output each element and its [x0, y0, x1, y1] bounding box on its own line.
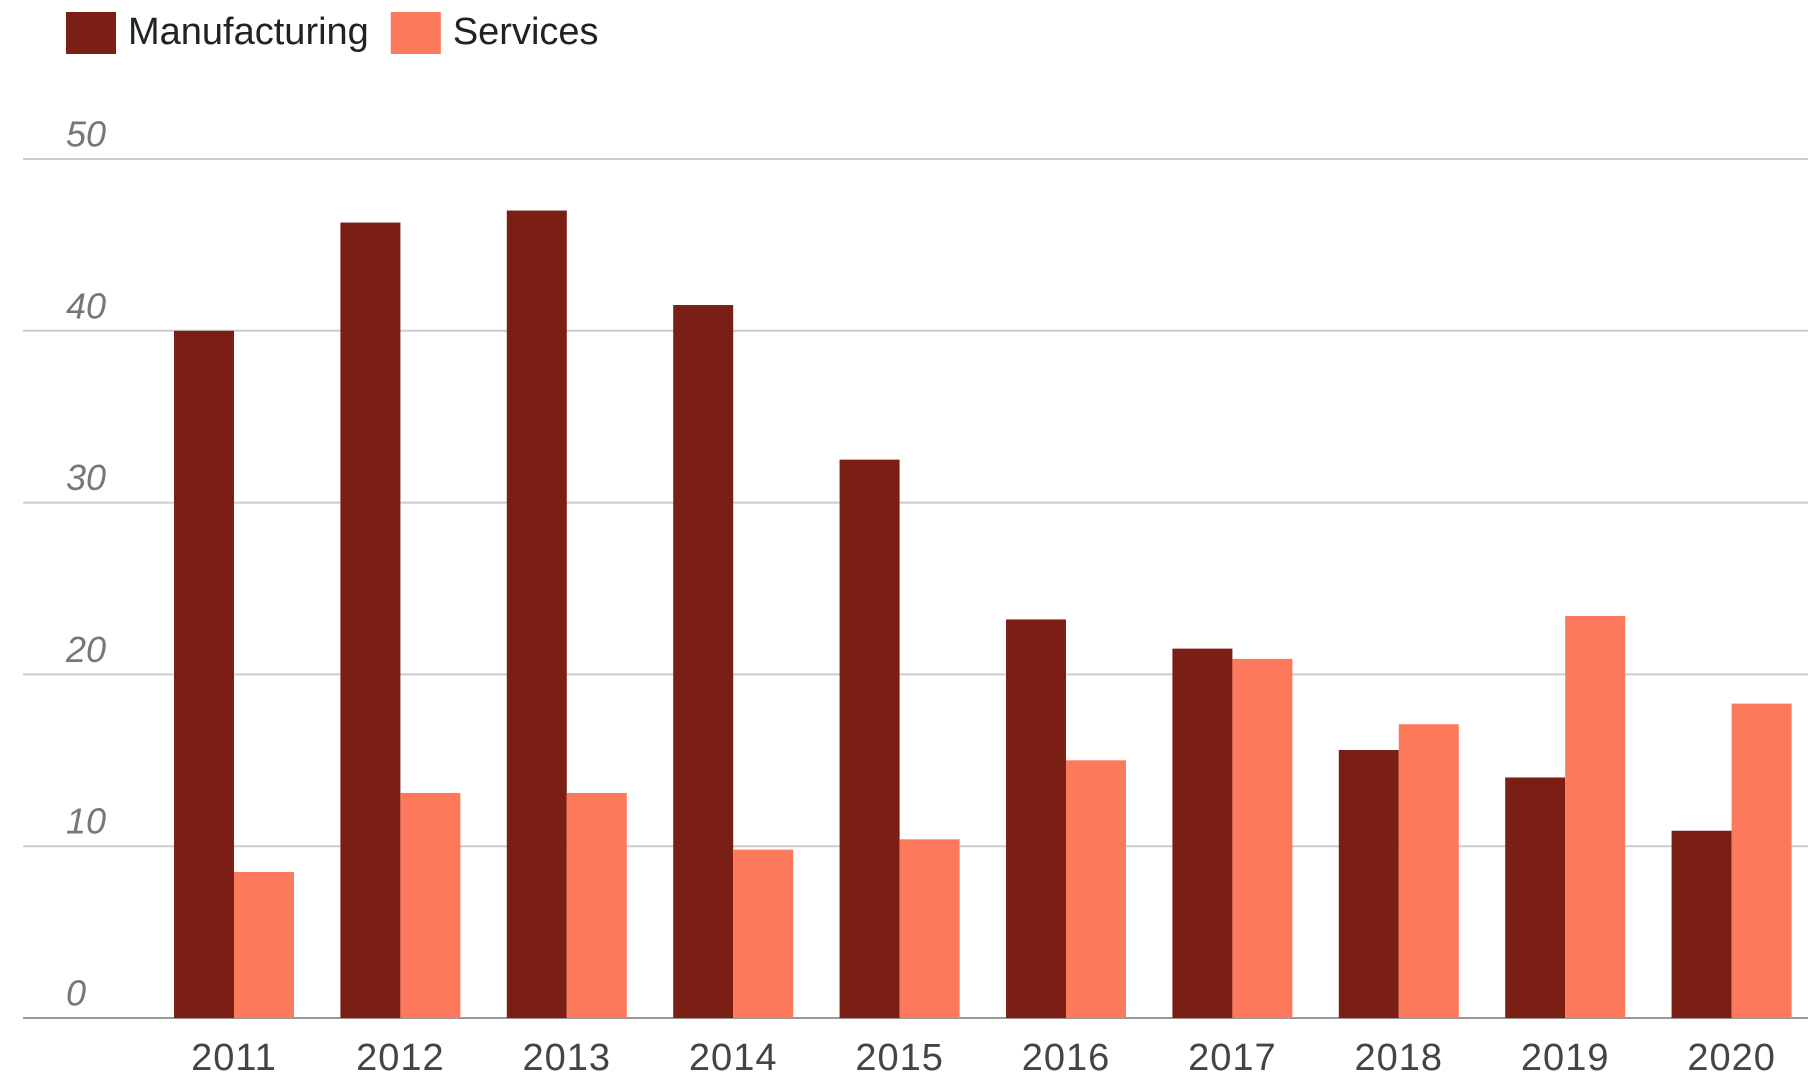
x-tick-label: 2020: [1687, 1037, 1776, 1079]
legend-swatch: [66, 12, 116, 54]
bar: [673, 305, 734, 1018]
bar: [1398, 724, 1459, 1018]
legend-label: Services: [453, 11, 599, 53]
x-tick-label: 2012: [356, 1037, 445, 1079]
y-tick-label: 0: [66, 973, 86, 1014]
bar: [174, 330, 234, 1018]
bar: [1006, 619, 1066, 1018]
x-tick-label: 2018: [1355, 1037, 1444, 1079]
bar: [1066, 760, 1126, 1018]
x-tick-label: 2015: [855, 1037, 944, 1079]
bar: [234, 871, 294, 1018]
bar: [899, 839, 960, 1018]
bar: [733, 849, 794, 1018]
bar: [506, 210, 567, 1019]
x-tick-label: 2011: [191, 1037, 277, 1079]
bar: [1172, 648, 1233, 1018]
bar: [1232, 658, 1293, 1018]
y-tick-label: 50: [66, 114, 106, 155]
bar: [400, 792, 461, 1018]
y-tick-label: 20: [65, 629, 106, 670]
bar: [1565, 615, 1626, 1018]
x-tick-label: 2014: [689, 1037, 778, 1079]
x-tick-label: 2013: [523, 1037, 612, 1079]
bar: [566, 792, 627, 1018]
legend-swatch: [390, 12, 441, 54]
bar: [1338, 749, 1399, 1018]
bar: [340, 222, 401, 1019]
bar: [1731, 703, 1792, 1018]
bar: [839, 459, 900, 1018]
x-tick-label: 2019: [1521, 1037, 1610, 1079]
bar: [1671, 830, 1732, 1018]
bar: [1505, 777, 1566, 1018]
x-tick-label: 2017: [1188, 1037, 1277, 1079]
x-tick-label: 2016: [1022, 1037, 1111, 1079]
y-tick-label: 40: [66, 285, 106, 326]
y-tick-label: 10: [66, 801, 106, 842]
legend-label: Manufacturing: [128, 11, 369, 53]
y-tick-label: 30: [66, 457, 106, 498]
